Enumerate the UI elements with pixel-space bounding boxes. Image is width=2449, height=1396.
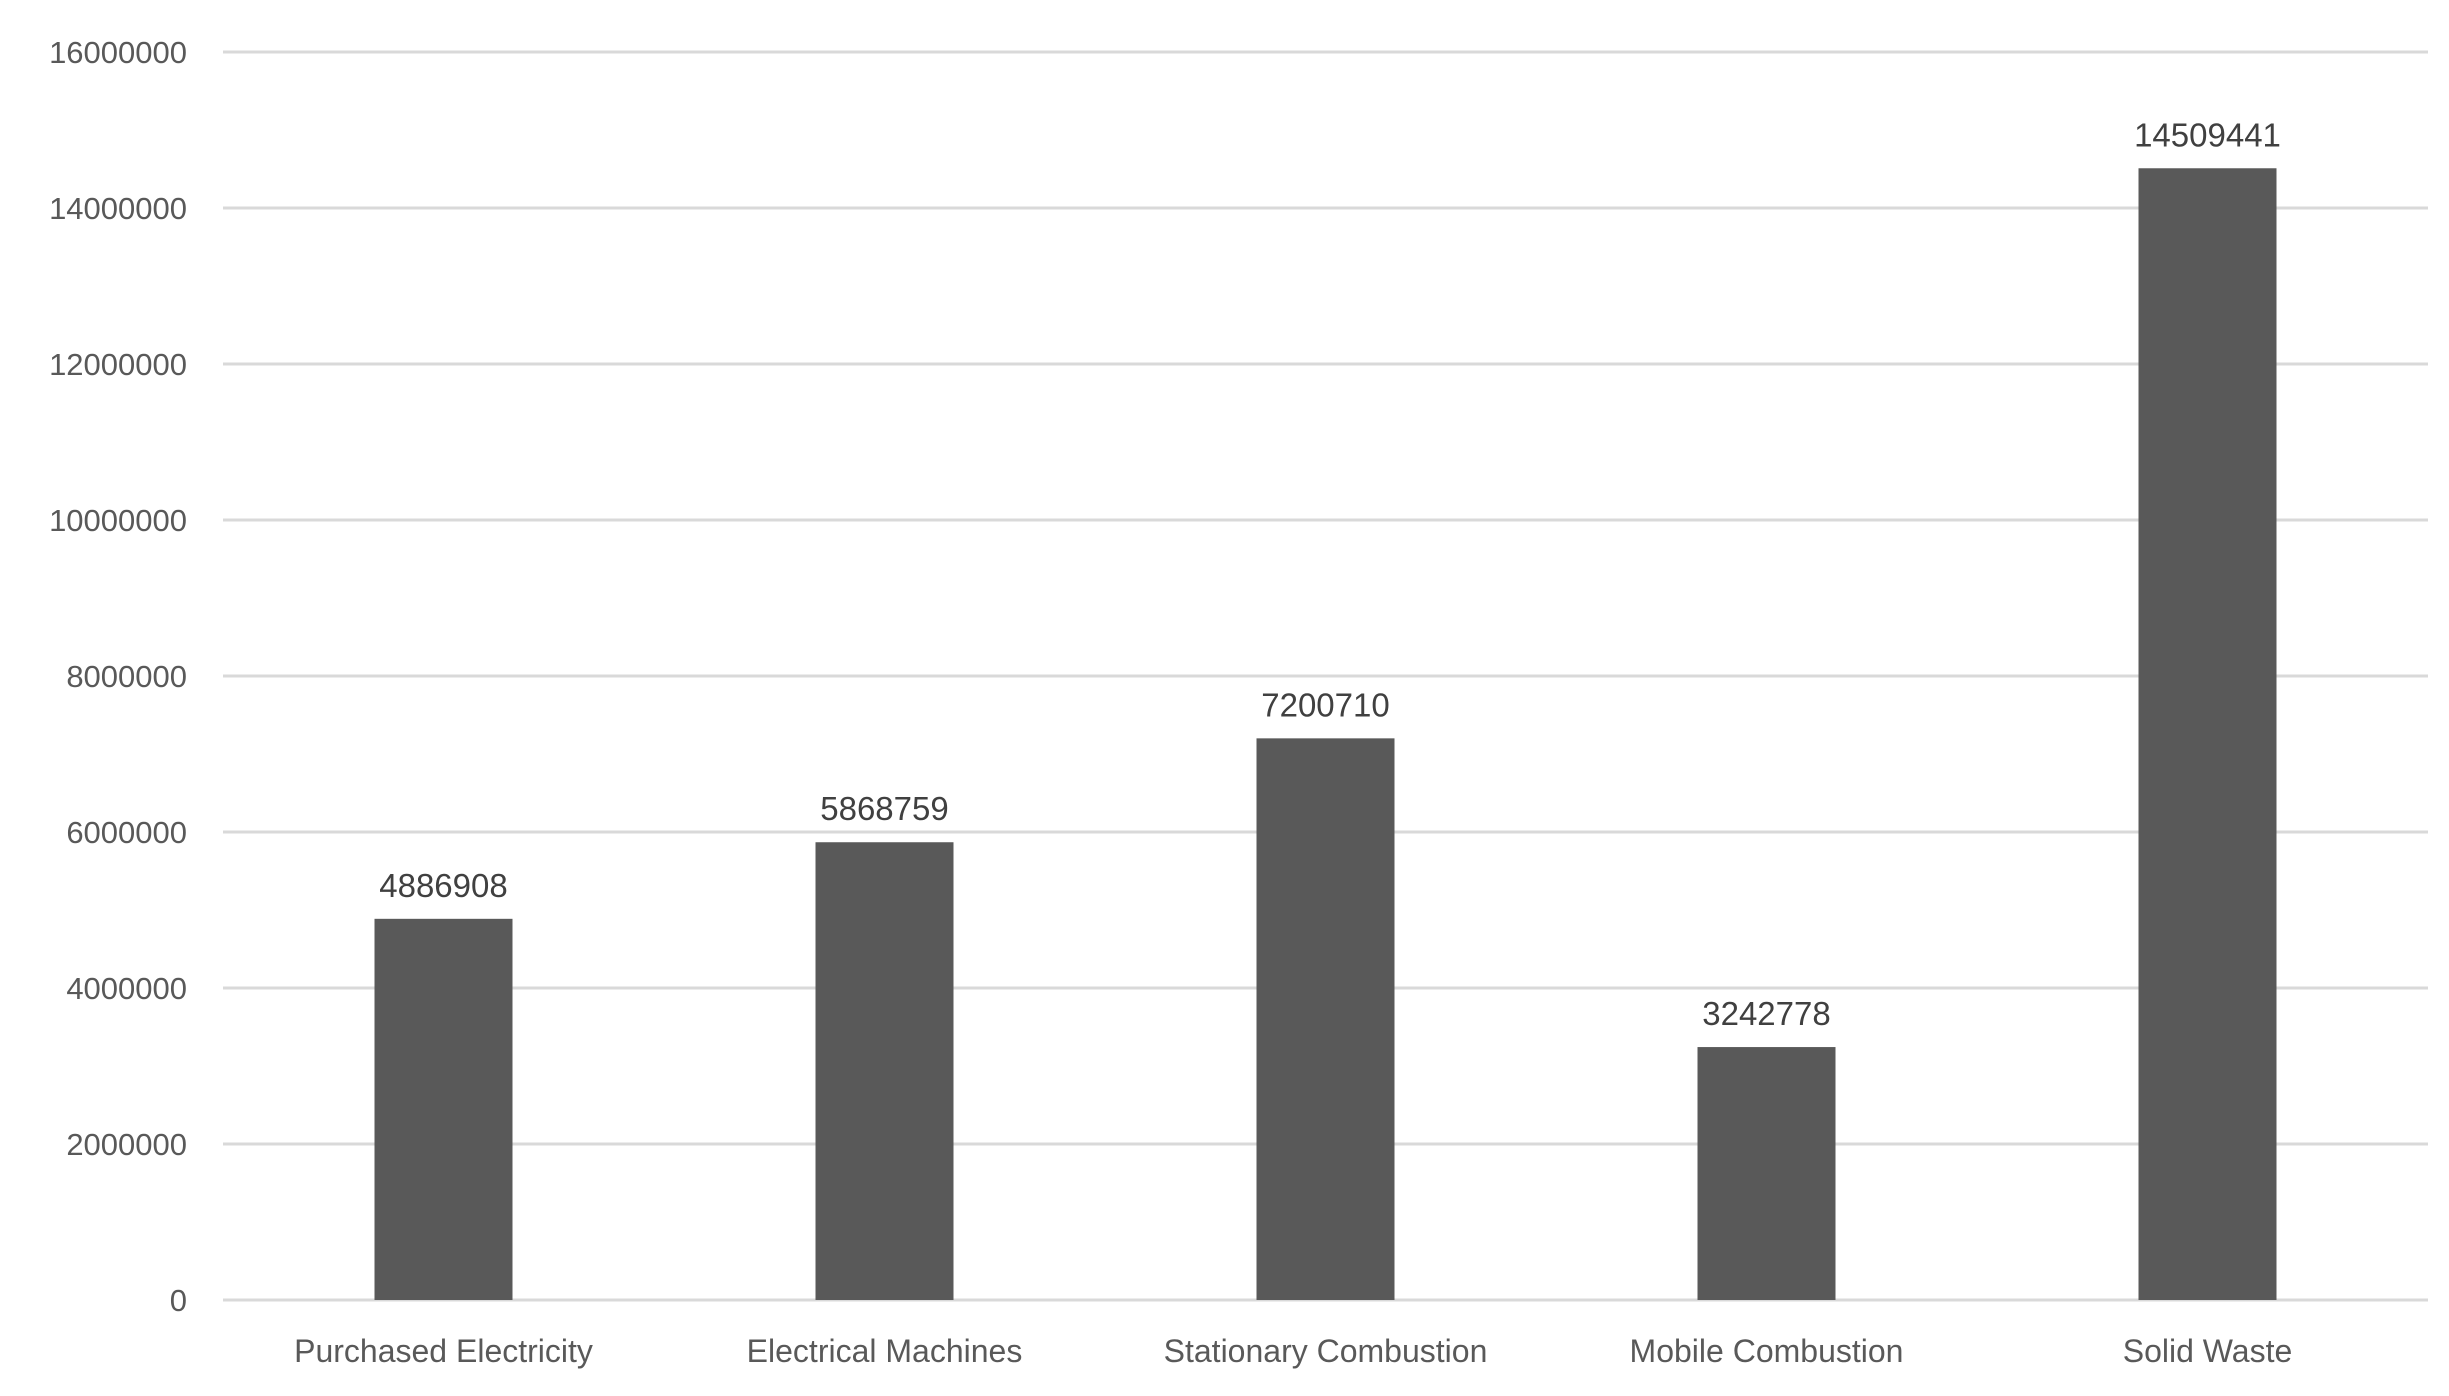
- x-tick-label: Solid Waste: [2123, 1333, 2293, 1369]
- x-tick-label: Stationary Combustion: [1164, 1333, 1488, 1369]
- bar: [1256, 738, 1395, 1300]
- y-tick-label: 6000000: [66, 815, 187, 850]
- y-tick-label: 8000000: [66, 659, 187, 694]
- data-label: 5868759: [820, 790, 948, 827]
- data-label: 3242778: [1702, 995, 1830, 1032]
- y-axis-ticks: 0 2000000 4000000 6000000 8000000 10000000 120…: [49, 35, 187, 1318]
- bar: [1697, 1047, 1836, 1300]
- y-tick-label: 14000000: [49, 191, 187, 226]
- y-tick-label: 16000000: [49, 35, 187, 70]
- bar: [2138, 168, 2277, 1301]
- data-labels: 4886908 5868759 7200710 3242778 14509441: [379, 116, 2281, 1032]
- y-tick-label: 4000000: [66, 971, 187, 1006]
- data-label: 14509441: [2134, 116, 2281, 153]
- y-tick-label: 0: [170, 1283, 187, 1318]
- data-label: 4886908: [379, 867, 507, 904]
- x-axis-ticks: Purchased Electricity Electrical Machines…: [294, 1333, 2292, 1369]
- gridlines: [223, 50, 2428, 1302]
- x-tick-label: Mobile Combustion: [1630, 1333, 1904, 1369]
- x-tick-label: Purchased Electricity: [294, 1333, 593, 1369]
- y-tick-label: 12000000: [49, 347, 187, 382]
- y-tick-label: 10000000: [49, 503, 187, 538]
- x-tick-label: Electrical Machines: [747, 1333, 1023, 1369]
- bar: [374, 918, 513, 1300]
- y-tick-label: 2000000: [66, 1127, 187, 1162]
- bar: [815, 842, 954, 1300]
- data-label: 7200710: [1261, 686, 1389, 723]
- bars: [374, 168, 2277, 1301]
